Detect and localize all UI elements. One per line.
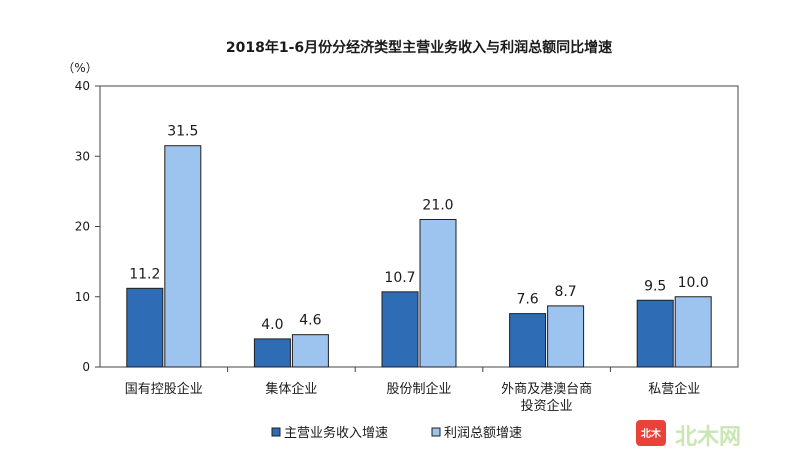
x-category-label: 投资企业: [521, 398, 573, 414]
data-label: 4.0: [261, 317, 283, 333]
data-label: 11.2: [129, 266, 160, 282]
chart-title: 2018年1-6月份分经济类型主营业务收入与利润总额同比增速: [226, 39, 612, 56]
data-label: 10.7: [384, 270, 415, 286]
y-axis-unit: （%）: [62, 61, 97, 75]
x-category-label: 私营企业: [648, 381, 700, 397]
y-tick-label: 40: [75, 79, 90, 93]
data-label: 4.6: [299, 313, 321, 329]
x-category-label: 外商及港澳台商: [501, 381, 592, 397]
bar-revenue: [253, 338, 291, 368]
bar-profit: [291, 334, 329, 368]
x-category-label: 国有控股企业: [125, 381, 203, 397]
bar-revenue: [509, 313, 547, 368]
data-label: 9.5: [644, 278, 666, 294]
bar-profit: [547, 305, 585, 368]
data-label: 7.6: [516, 292, 538, 308]
data-label: 21.0: [422, 197, 453, 213]
data-label: 8.7: [554, 284, 576, 300]
watermark-text: 北木网: [675, 425, 741, 450]
data-label: 10.0: [678, 275, 709, 291]
watermark-badge-text: 北木: [641, 427, 662, 440]
y-tick-label: 20: [75, 220, 90, 234]
x-category-label: 集体企业: [265, 381, 317, 397]
bar-profit: [674, 296, 712, 368]
x-category-label: 股份制企业: [386, 381, 451, 397]
bar-profit: [164, 145, 202, 368]
plot-area: 0 10 20 30 40 11.2 31.5 国有控股企业 4.0 4.6 集体企业 10.7 21.…: [75, 79, 739, 414]
y-tick-label: 10: [75, 290, 90, 304]
legend-swatch: [431, 427, 441, 437]
watermark: 北木 北木网: [636, 420, 741, 450]
bar-profit: [419, 218, 457, 368]
legend-label: 主营业务收入增速: [284, 425, 388, 441]
bar-revenue: [381, 291, 419, 368]
bar-revenue: [636, 299, 674, 368]
data-label: 31.5: [167, 124, 198, 140]
legend-label: 利润总额增速: [444, 426, 522, 441]
y-tick-label: 30: [75, 149, 90, 163]
legend: 主营业务收入增速 利润总额增速: [271, 425, 522, 441]
watermark-badge: [636, 420, 666, 446]
legend-swatch: [271, 427, 281, 437]
bar-revenue: [126, 287, 164, 368]
y-tick-label: 0: [82, 360, 90, 374]
